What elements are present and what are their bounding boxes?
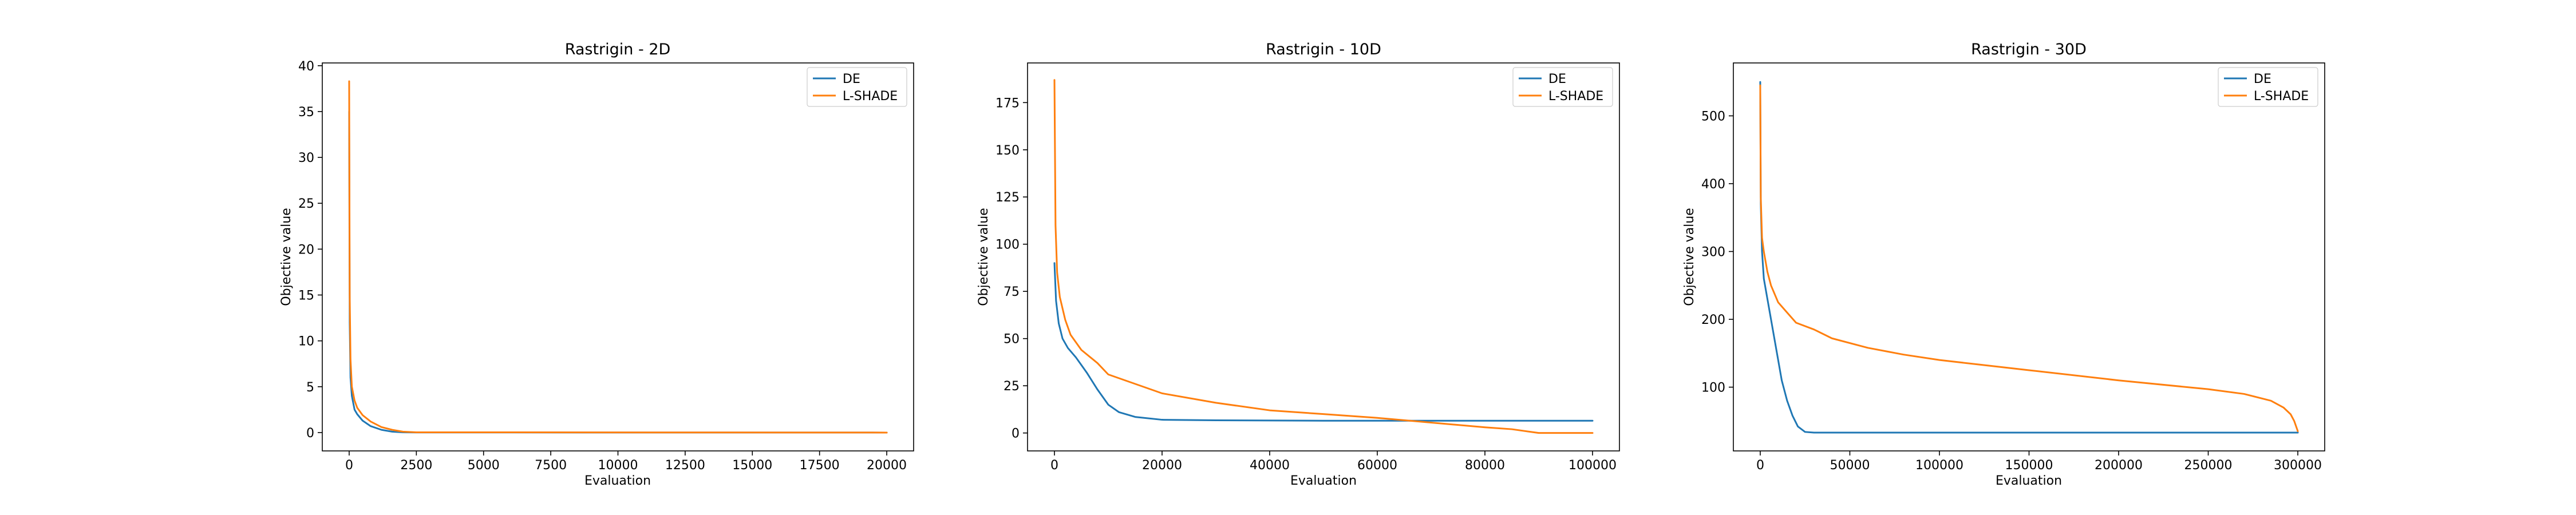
y-tick-label-10d-100: 100 bbox=[995, 238, 1020, 252]
legend-label-de-2d: DE bbox=[843, 72, 860, 86]
x-tick-label-2d-7500: 7500 bbox=[535, 458, 567, 473]
legend-label-lshade-10d: L-SHADE bbox=[1548, 89, 1603, 104]
legend-label-lshade-2d: L-SHADE bbox=[843, 89, 898, 104]
y-tick-label-2d-20: 20 bbox=[298, 243, 314, 257]
y-tick-label-2d-15: 15 bbox=[298, 289, 314, 303]
x-tick-label-30d-100000: 100000 bbox=[1915, 458, 1963, 473]
x-tick-label-10d-100000: 100000 bbox=[1568, 458, 1617, 473]
x-tick-label-10d-20000: 20000 bbox=[1142, 458, 1182, 473]
x-axis-label-30d: Evaluation bbox=[1996, 474, 2062, 488]
legend-box-2d bbox=[807, 67, 907, 107]
axes-frame-2d bbox=[322, 62, 914, 451]
x-tick-label-30d-300000: 300000 bbox=[2274, 458, 2322, 473]
x-tick-label-10d-80000: 80000 bbox=[1465, 458, 1505, 473]
y-tick-label-30d-200: 200 bbox=[1701, 313, 1725, 327]
y-tick-label-10d-50: 50 bbox=[1003, 332, 1020, 347]
x-axis-label-10d: Evaluation bbox=[1290, 474, 1357, 488]
y-axis-label-30d: Objective value bbox=[1682, 208, 1697, 306]
y-tick-label-2d-30: 30 bbox=[298, 151, 314, 165]
x-tick-label-30d-50000: 50000 bbox=[1830, 458, 1870, 473]
x-tick-label-30d-250000: 250000 bbox=[2184, 458, 2233, 473]
y-tick-label-10d-150: 150 bbox=[995, 144, 1020, 158]
y-tick-label-30d-100: 100 bbox=[1701, 381, 1725, 395]
series-line-lshade-10d bbox=[1053, 79, 1594, 434]
x-tick-label-30d-200000: 200000 bbox=[2095, 458, 2143, 473]
series-line-de-30d bbox=[1759, 81, 2299, 434]
y-tick-label-30d-500: 500 bbox=[1701, 109, 1725, 124]
y-axis-label-10d: Objective value bbox=[977, 208, 991, 306]
y-tick-label-2d-25: 25 bbox=[298, 197, 314, 211]
x-tick-label-2d-2500: 2500 bbox=[400, 458, 432, 473]
x-tick-label-2d-15000: 15000 bbox=[732, 458, 772, 473]
legend-label-lshade-30d: L-SHADE bbox=[2254, 89, 2309, 104]
x-tick-label-10d-60000: 60000 bbox=[1357, 458, 1397, 473]
y-axis-label-2d: Objective value bbox=[279, 208, 294, 306]
x-tick-label-30d-150000: 150000 bbox=[2005, 458, 2053, 473]
y-tick-label-2d-10: 10 bbox=[298, 335, 314, 349]
y-tick-label-10d-75: 75 bbox=[1003, 285, 1020, 299]
chart-title-2d: Rastrigin - 2D bbox=[565, 41, 671, 58]
y-tick-label-2d-0: 0 bbox=[306, 426, 314, 441]
x-tick-label-2d-10000: 10000 bbox=[598, 458, 638, 473]
plot-area-10d: 0 20000 40000 60000 80000 100000 0 25 50 75 100 125… bbox=[995, 79, 1617, 473]
legend-label-de-10d: DE bbox=[1548, 72, 1566, 86]
x-tick-label-2d-17500: 17500 bbox=[800, 458, 840, 473]
x-axis-label-2d: Evaluation bbox=[584, 474, 651, 488]
x-tick-label-30d-0: 0 bbox=[1756, 458, 1764, 473]
x-tick-label-10d-0: 0 bbox=[1050, 458, 1058, 473]
legend-box-30d bbox=[2218, 67, 2318, 107]
y-tick-label-10d-125: 125 bbox=[995, 191, 1020, 205]
axes-frame-10d bbox=[1027, 62, 1620, 451]
y-tick-label-30d-400: 400 bbox=[1701, 177, 1725, 192]
chart-title-30d: Rastrigin - 30D bbox=[1971, 41, 2087, 58]
y-tick-label-30d-300: 300 bbox=[1701, 245, 1725, 260]
series-line-de-10d bbox=[1053, 262, 1594, 422]
chart-panel-2d: Rastrigin - 2D 0 2500 5000 7500 10000 12500 15… bbox=[279, 41, 914, 488]
legend-2d: DE L-SHADE bbox=[807, 67, 907, 107]
legend-box-10d bbox=[1512, 67, 1613, 107]
y-tick-label-10d-0: 0 bbox=[1012, 427, 1020, 441]
y-tick-label-2d-35: 35 bbox=[298, 105, 314, 120]
legend-30d: DE L-SHADE bbox=[2218, 67, 2318, 107]
series-line-de-2d bbox=[348, 110, 888, 434]
plot-area-30d: 0 50000 100000 150000 200000 250000 300000 100 2… bbox=[1701, 81, 2322, 473]
x-tick-label-2d-5000: 5000 bbox=[468, 458, 500, 473]
chart-panel-30d: Rastrigin - 30D 0 50000 100000 150000 200000… bbox=[1682, 41, 2325, 488]
y-tick-label-2d-40: 40 bbox=[298, 60, 314, 74]
chart-title-10d: Rastrigin - 10D bbox=[1266, 41, 1381, 58]
y-tick-label-2d-5: 5 bbox=[306, 381, 314, 395]
axes-frame-30d bbox=[1733, 62, 2325, 451]
y-tick-label-10d-25: 25 bbox=[1003, 379, 1020, 394]
legend-label-de-30d: DE bbox=[2254, 72, 2271, 86]
x-tick-label-2d-12500: 12500 bbox=[665, 458, 705, 473]
x-tick-label-10d-40000: 40000 bbox=[1250, 458, 1290, 473]
legend-10d: DE L-SHADE bbox=[1512, 67, 1613, 107]
x-tick-label-2d-20000: 20000 bbox=[867, 458, 907, 473]
plot-area-2d: 0 2500 5000 7500 10000 12500 15000 17500 20000 0 5… bbox=[298, 60, 907, 473]
series-line-lshade-2d bbox=[348, 80, 888, 434]
chart-panel-10d: Rastrigin - 10D 0 20000 40000 60000 80000 100… bbox=[977, 41, 1620, 488]
series-line-lshade-30d bbox=[1759, 84, 2299, 433]
y-tick-label-10d-175: 175 bbox=[995, 96, 1020, 110]
x-tick-label-2d-0: 0 bbox=[345, 458, 353, 473]
